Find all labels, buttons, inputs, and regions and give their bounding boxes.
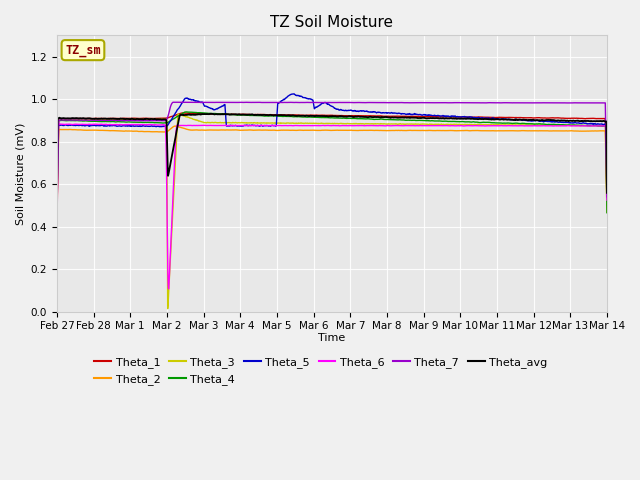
Theta_3	[264, 120, 272, 126]
Theta_4	[603, 210, 611, 216]
Line: Theta_4: Theta_4	[57, 112, 607, 213]
Theta_avg	[264, 112, 272, 118]
Theta_7	[288, 99, 296, 105]
Theta_2	[148, 129, 156, 135]
Line: Theta_5: Theta_5	[57, 94, 607, 218]
Theta_5	[264, 123, 271, 129]
Theta_5	[290, 91, 298, 97]
Line: Theta_3: Theta_3	[57, 114, 607, 309]
Theta_avg	[593, 118, 600, 124]
Theta_6	[56, 121, 63, 127]
Theta_1	[179, 110, 187, 116]
Legend: Theta_1, Theta_2, Theta_3, Theta_4, Theta_5, Theta_6, Theta_7, Theta_avg: Theta_1, Theta_2, Theta_3, Theta_4, Thet…	[90, 353, 552, 389]
Title: TZ Soil Moisture: TZ Soil Moisture	[271, 15, 394, 30]
Theta_avg	[603, 190, 611, 196]
Theta_2	[533, 128, 541, 133]
Theta_1	[533, 115, 541, 120]
Theta_1	[603, 203, 611, 208]
Theta_avg	[53, 212, 61, 218]
Theta_3	[603, 169, 611, 175]
Theta_6	[603, 197, 611, 203]
Theta_1	[53, 212, 61, 218]
Theta_6	[288, 123, 296, 129]
Theta_5	[53, 216, 61, 221]
Theta_3	[593, 122, 600, 128]
Theta_avg	[533, 117, 541, 123]
Theta_4	[53, 207, 61, 213]
Theta_6	[164, 286, 172, 292]
Theta_1	[264, 112, 272, 118]
Theta_7	[116, 118, 124, 123]
Theta_1	[593, 116, 600, 121]
Line: Theta_7: Theta_7	[57, 102, 607, 216]
Theta_6	[53, 239, 61, 244]
Theta_7	[188, 99, 196, 105]
Line: Theta_2: Theta_2	[57, 126, 607, 220]
Theta_3	[148, 117, 156, 122]
Theta_avg	[148, 116, 156, 122]
Theta_3	[53, 213, 61, 218]
Theta_7	[593, 100, 600, 106]
Line: Theta_1: Theta_1	[57, 113, 607, 215]
Theta_3	[116, 117, 124, 122]
Theta_2	[53, 217, 61, 223]
Text: TZ_sm: TZ_sm	[65, 44, 100, 57]
Theta_5	[533, 118, 541, 123]
Theta_2	[264, 127, 272, 133]
Theta_1	[148, 116, 156, 121]
Theta_4	[148, 120, 156, 125]
Theta_5	[288, 91, 296, 97]
Theta_7	[264, 99, 272, 105]
Theta_7	[603, 194, 611, 200]
Theta_1	[288, 112, 296, 118]
Theta_6	[593, 123, 600, 129]
Y-axis label: Soil Moisture (mV): Soil Moisture (mV)	[15, 122, 25, 225]
Theta_6	[116, 121, 124, 127]
Theta_4	[116, 119, 124, 125]
Theta_6	[148, 122, 156, 128]
Theta_2	[603, 209, 611, 215]
Theta_4	[182, 109, 190, 115]
Theta_2	[171, 123, 179, 129]
Theta_avg	[207, 111, 215, 117]
X-axis label: Time: Time	[318, 333, 346, 343]
Theta_3	[174, 111, 182, 117]
Theta_4	[264, 113, 272, 119]
Line: Theta_avg: Theta_avg	[57, 114, 607, 215]
Theta_2	[116, 128, 124, 133]
Theta_3	[533, 122, 541, 128]
Theta_3	[288, 120, 296, 126]
Theta_5	[116, 123, 124, 129]
Theta_3	[164, 306, 172, 312]
Theta_7	[148, 118, 156, 123]
Theta_2	[288, 127, 296, 133]
Theta_7	[533, 100, 541, 106]
Line: Theta_6: Theta_6	[57, 124, 607, 289]
Theta_1	[116, 116, 124, 121]
Theta_5	[593, 121, 600, 127]
Theta_4	[593, 123, 600, 129]
Theta_6	[533, 123, 541, 129]
Theta_7	[53, 213, 61, 219]
Theta_4	[533, 121, 541, 127]
Theta_5	[148, 123, 156, 129]
Theta_avg	[116, 116, 124, 122]
Theta_avg	[288, 112, 296, 118]
Theta_6	[264, 123, 272, 129]
Theta_5	[603, 192, 611, 198]
Theta_4	[288, 114, 296, 120]
Theta_2	[593, 128, 600, 134]
